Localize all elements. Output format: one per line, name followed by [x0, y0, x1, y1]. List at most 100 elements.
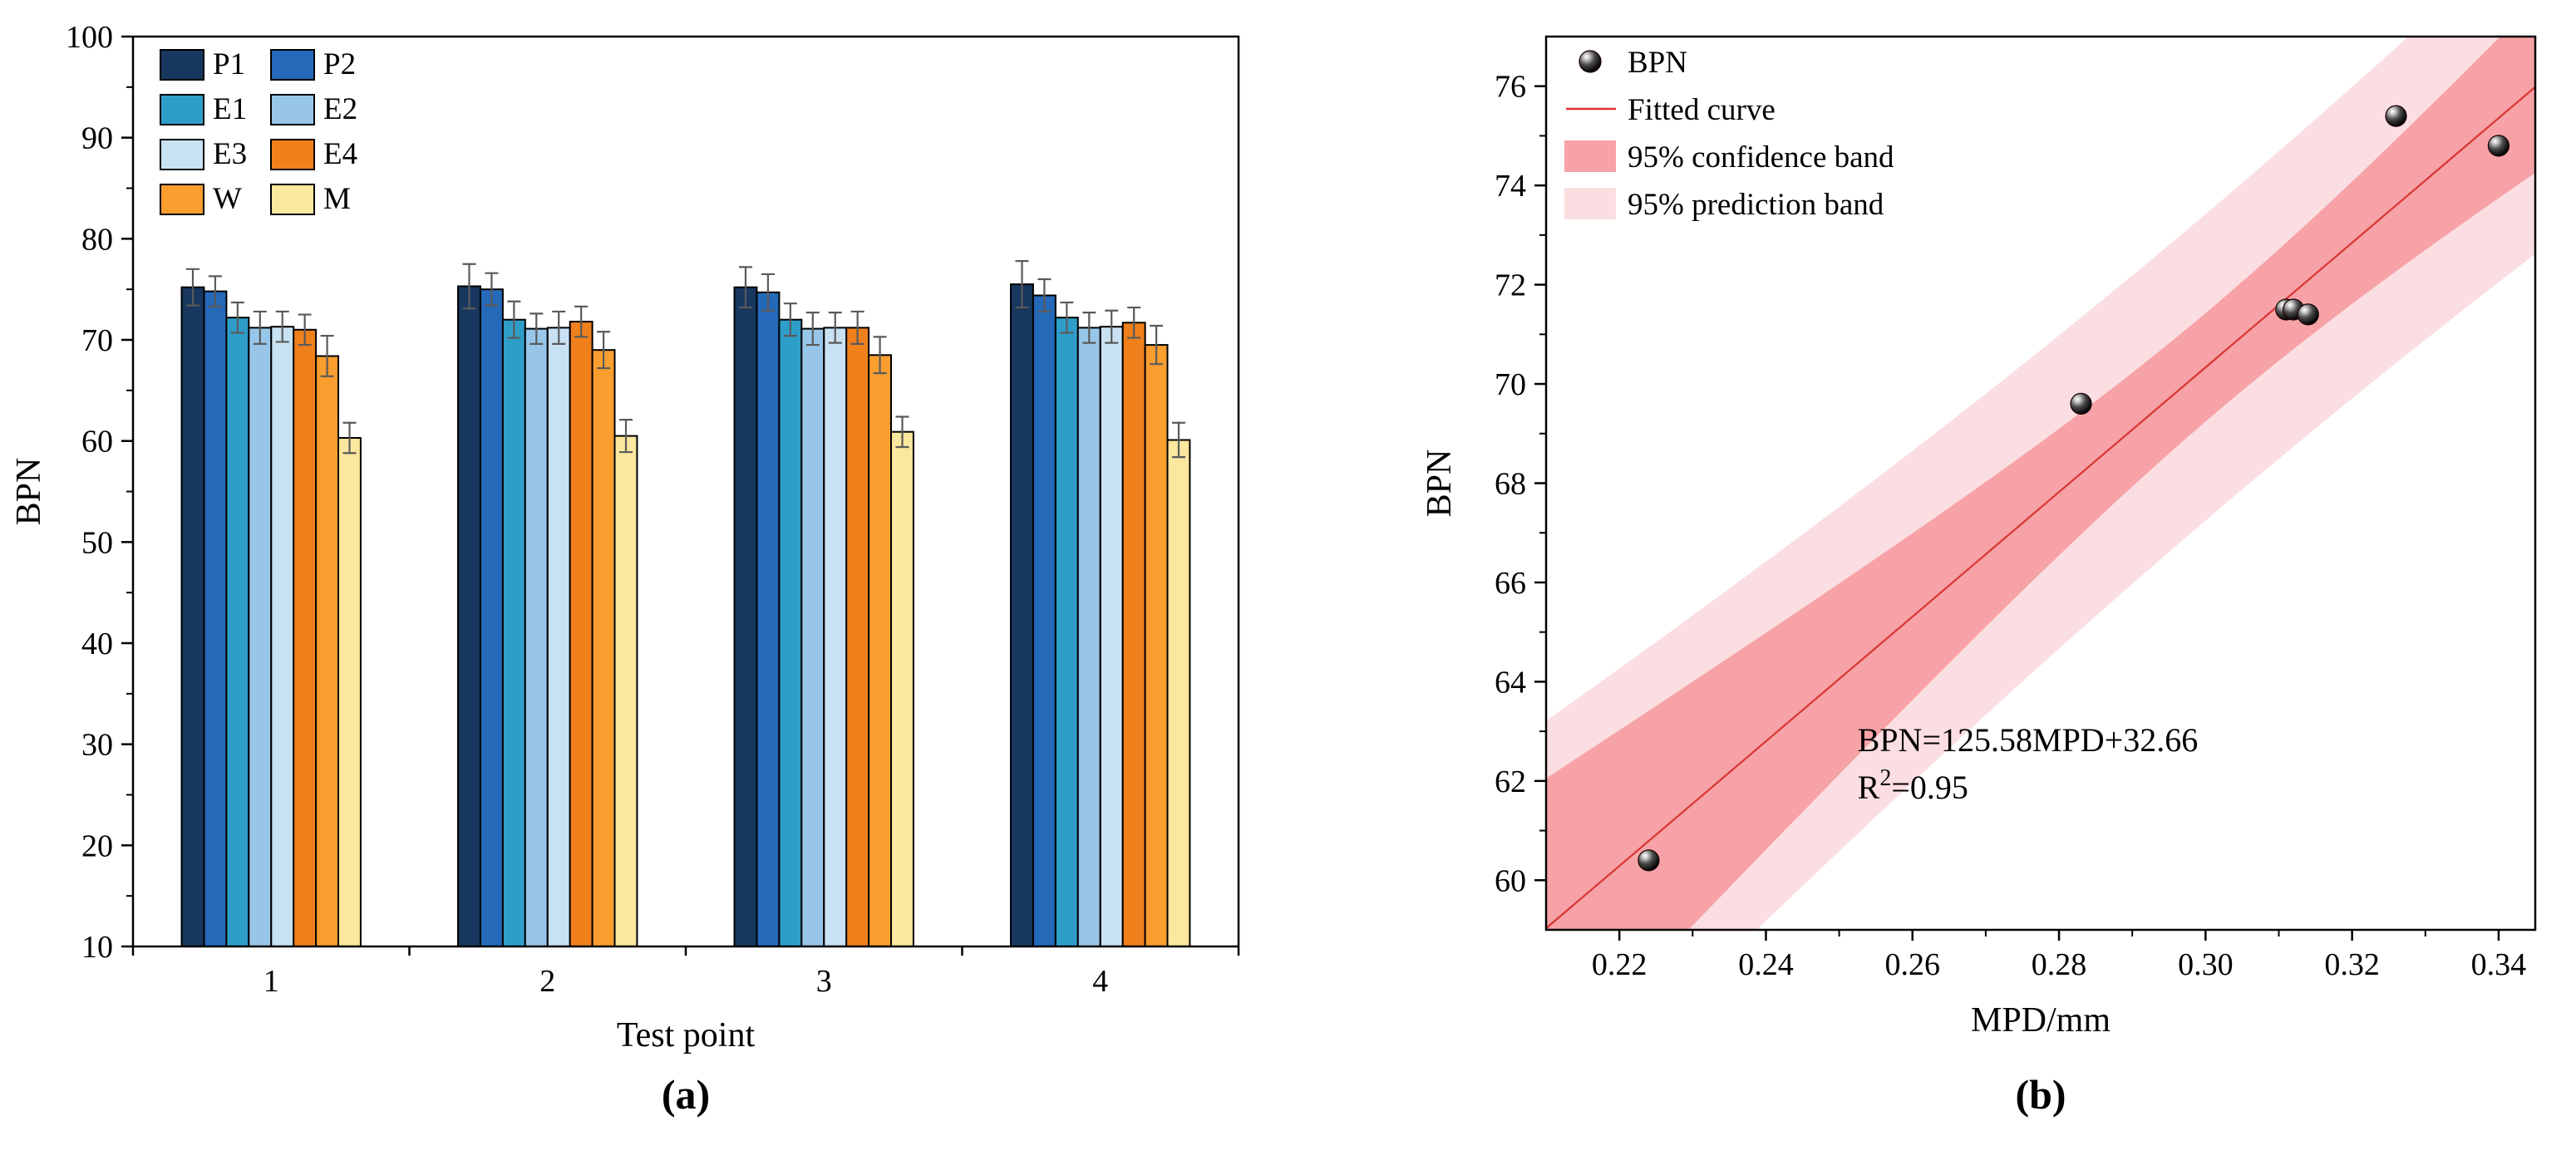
x-tick-label: 3 — [816, 964, 832, 999]
bar-E3-tp2 — [546, 327, 571, 947]
bar-E4-tp3 — [845, 327, 870, 947]
bar-E1-tp2 — [501, 318, 526, 947]
x-tick-label: 0.32 — [2324, 947, 2380, 982]
data-point — [1638, 849, 1660, 872]
y-tick-label: 30 — [81, 728, 113, 763]
bar-W-tp2 — [591, 349, 616, 947]
legend-swatch-E2 — [270, 94, 315, 125]
bar-W-tp3 — [868, 354, 892, 948]
data-point — [2487, 135, 2510, 157]
x-axis-title: MPD/mm — [1971, 1001, 2111, 1040]
y-tick-label: 76 — [1495, 70, 1526, 105]
legend-label-E2: E2 — [323, 92, 357, 126]
legend-swatch-prediction — [1564, 188, 1616, 219]
caption-panel-b: (b) — [2015, 1071, 2066, 1118]
legend-swatch-confidence — [1564, 140, 1616, 172]
x-tick-label: 0.26 — [1884, 947, 1940, 982]
x-axis: 1 2 3 4 — [131, 946, 1240, 999]
y-tick-label: 80 — [81, 222, 113, 257]
error-bars — [185, 260, 1186, 459]
bar-E3-tp3 — [823, 327, 848, 947]
y-tick-label: 70 — [1495, 367, 1526, 402]
fit-layers — [1546, 37, 2535, 930]
y-tick-label: 66 — [1495, 566, 1526, 601]
bar-W-tp4 — [1144, 344, 1169, 948]
legend: P1 P2 E1 E2 E3 E4 W M — [160, 47, 357, 216]
legend-swatch-E3 — [160, 139, 204, 170]
legend-label-P2: P2 — [323, 47, 356, 81]
bar-P1-tp4 — [1010, 283, 1034, 948]
bar-P1-tp3 — [733, 286, 758, 947]
legend-label-E4: E4 — [323, 137, 357, 171]
bar-E2-tp3 — [800, 327, 825, 948]
legend-label: Fitted curve — [1628, 93, 1776, 127]
y-tick-label: 68 — [1495, 467, 1526, 502]
plot-frame — [131, 35, 1240, 948]
x-tick-label: 0.28 — [2032, 947, 2087, 982]
caption-panel-a: (a) — [661, 1071, 711, 1118]
y-tick-label: 20 — [81, 828, 113, 863]
legend-label: BPN — [1628, 46, 1687, 80]
bar-P1-tp1 — [180, 286, 205, 947]
x-axis-title: Test point — [617, 1016, 756, 1054]
bar-E2-tp4 — [1076, 327, 1101, 947]
legend-label-P1: P1 — [213, 47, 245, 81]
panel-a: 10 20 30 40 50 60 70 80 90 100 1 2 3 4 P1 P2 E1 E2 E3 E4 W M T… — [0, 12, 1297, 1059]
y-tick-label: 100 — [66, 20, 113, 55]
axes-ticks: 0.22 0.24 0.26 0.28 0.30 0.32 0.34 60 62 64 66 68 70… — [1495, 70, 2526, 982]
y-tick-label: 72 — [1495, 268, 1526, 303]
y-tick-label: 74 — [1495, 169, 1526, 204]
x-tick-label: 0.30 — [2178, 947, 2234, 982]
figure: 10 20 30 40 50 60 70 80 90 100 1 2 3 4 P1 P2 E1 E2 E3 E4 W M T… — [0, 12, 2576, 1118]
x-tick-label: 0.34 — [2471, 947, 2527, 982]
legend-swatch-E4 — [270, 139, 315, 170]
x-tick-label: 1 — [264, 964, 279, 999]
y-tick-label: 10 — [81, 930, 113, 965]
data-point — [2070, 392, 2092, 415]
bar-M-tp1 — [337, 437, 362, 947]
y-tick-label: 60 — [81, 425, 113, 460]
legend-label: 95% prediction band — [1628, 188, 1884, 222]
bar-P2-tp1 — [203, 290, 228, 948]
fit-equation: BPN=125.58MPD+32.66 — [1858, 721, 2199, 759]
bar-E1-tp4 — [1054, 317, 1079, 947]
bar-chart-bpn-by-test-point: 10 20 30 40 50 60 70 80 90 100 1 2 3 4 P1 P2 E1 E2 E3 E4 W M T… — [10, 20, 1240, 1054]
y-tick-label: 50 — [81, 525, 113, 560]
y-axis-title: BPN — [10, 458, 48, 526]
legend-label-M: M — [323, 182, 351, 216]
data-point — [2297, 303, 2319, 326]
legend-swatch-P2 — [270, 49, 315, 81]
y-axis: 10 20 30 40 50 60 70 80 90 100 — [66, 20, 133, 965]
r-squared-annotation: R2=0.95 — [1858, 765, 1968, 806]
legend-label-W: W — [213, 182, 242, 216]
legend-marker-bpn — [1579, 50, 1602, 73]
legend-swatch-P1 — [160, 49, 204, 81]
legend-swatch-E1 — [160, 94, 204, 125]
bar-P1-tp2 — [457, 285, 481, 947]
bar-E4-tp2 — [569, 321, 594, 948]
bar-E3-tp4 — [1099, 326, 1124, 947]
bar-P2-tp4 — [1032, 294, 1057, 947]
y-tick-label: 90 — [81, 121, 113, 156]
scatter-points — [1638, 105, 2510, 872]
data-point — [2385, 105, 2407, 127]
x-tick-label: 0.22 — [1592, 947, 1648, 982]
legend-label-E1: E1 — [213, 92, 247, 126]
x-tick-label: 0.24 — [1738, 947, 1794, 982]
legend: BPN Fitted curve 95% confidence band 95% pr… — [1564, 46, 1894, 222]
scatter-chart-bpn-vs-mpd: 0.22 0.24 0.26 0.28 0.30 0.32 0.34 60 62 64 66 68 70… — [1421, 35, 2537, 1040]
legend-label: 95% confidence band — [1628, 140, 1894, 175]
bar-M-tp3 — [890, 430, 914, 947]
bar-E1-tp3 — [778, 318, 803, 947]
fitted-line — [1546, 86, 2535, 929]
bar-M-tp4 — [1166, 439, 1191, 947]
y-tick-label: 60 — [1495, 863, 1526, 898]
x-tick-label: 2 — [539, 964, 555, 999]
bar-M-tp2 — [613, 435, 638, 948]
bar-P2-tp3 — [756, 291, 781, 947]
plot-frame — [1544, 35, 2537, 932]
bar-P2-tp2 — [480, 288, 504, 947]
panel-b: 0.22 0.24 0.26 0.28 0.30 0.32 0.34 60 62 64 66 68 70… — [1297, 12, 2576, 1059]
y-axis-title: BPN — [1421, 450, 1459, 518]
legend-swatch-M — [270, 184, 315, 215]
